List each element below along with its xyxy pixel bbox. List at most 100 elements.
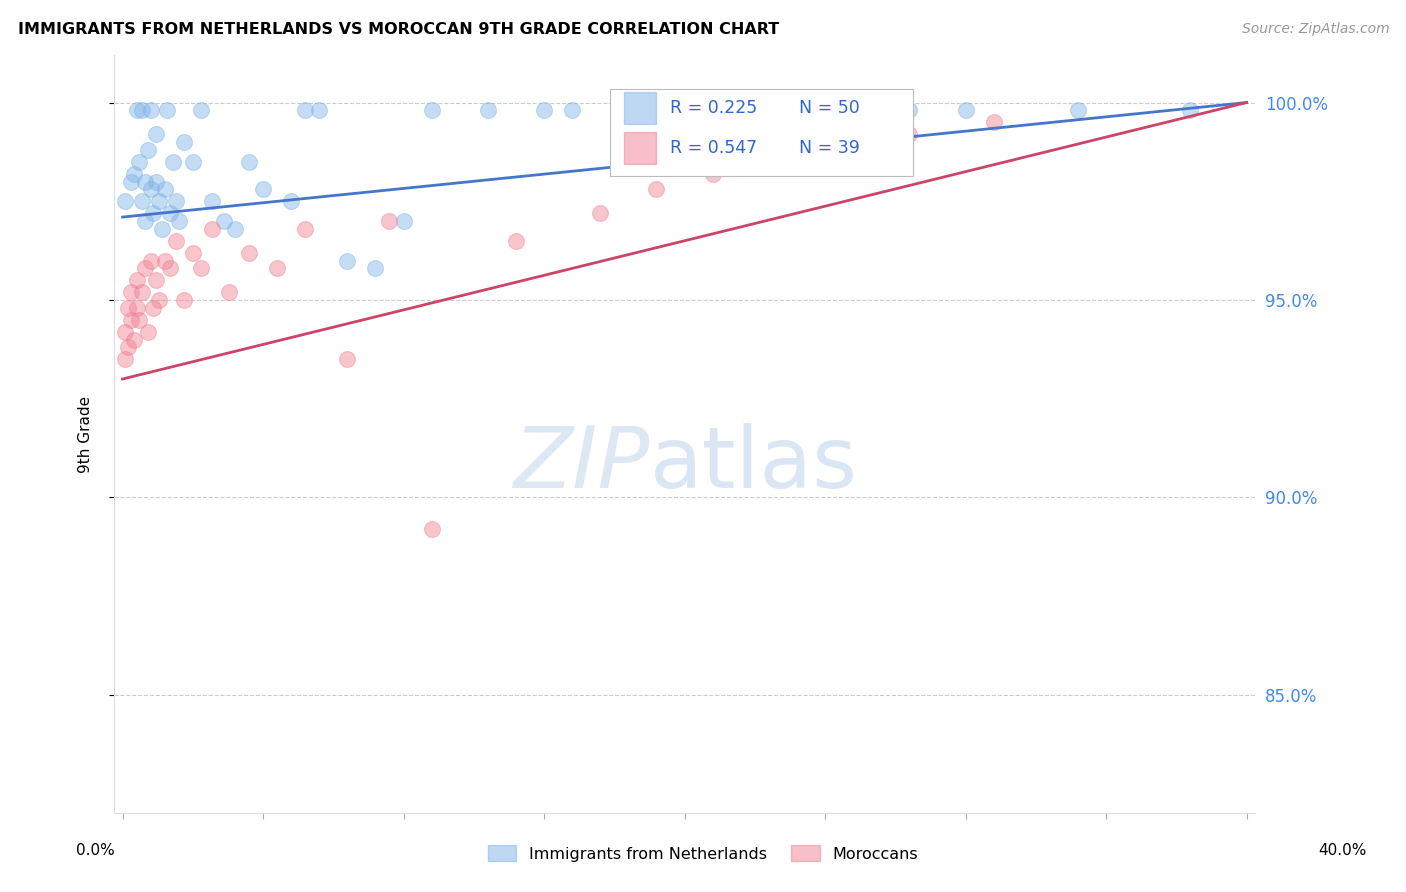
Point <box>145 127 167 141</box>
Text: N = 39: N = 39 <box>799 139 859 157</box>
Point <box>1067 103 1090 118</box>
Point <box>139 103 162 118</box>
Text: N = 50: N = 50 <box>799 99 859 117</box>
Point <box>117 301 139 315</box>
Point <box>114 325 136 339</box>
Point <box>136 143 159 157</box>
Point <box>266 261 288 276</box>
Point <box>125 273 148 287</box>
Point <box>120 312 142 326</box>
Point <box>673 103 696 118</box>
Point <box>120 285 142 299</box>
Text: IMMIGRANTS FROM NETHERLANDS VS MOROCCAN 9TH GRADE CORRELATION CHART: IMMIGRANTS FROM NETHERLANDS VS MOROCCAN … <box>18 22 779 37</box>
Point <box>122 333 145 347</box>
Bar <box>624 92 657 124</box>
Point <box>125 103 148 118</box>
Point <box>181 245 204 260</box>
Point <box>702 167 724 181</box>
Point <box>131 285 153 299</box>
Point <box>148 194 170 209</box>
Text: R = 0.547: R = 0.547 <box>669 139 756 157</box>
Point <box>190 103 212 118</box>
Point <box>730 103 752 118</box>
Text: atlas: atlas <box>651 423 858 506</box>
Point <box>136 325 159 339</box>
Point <box>153 253 176 268</box>
Point <box>159 261 181 276</box>
Point <box>477 103 499 118</box>
Point <box>336 352 359 367</box>
Point <box>280 194 302 209</box>
Point <box>294 103 316 118</box>
Point <box>212 214 235 228</box>
Point <box>142 301 165 315</box>
Point <box>173 135 195 149</box>
Point <box>114 352 136 367</box>
Legend: Immigrants from Netherlands, Moroccans: Immigrants from Netherlands, Moroccans <box>481 838 925 868</box>
Point <box>308 103 330 118</box>
Point <box>364 261 387 276</box>
Point <box>294 222 316 236</box>
Point <box>533 103 555 118</box>
Point <box>162 154 184 169</box>
Point <box>392 214 415 228</box>
Point <box>336 253 359 268</box>
Point <box>378 214 401 228</box>
Point <box>218 285 240 299</box>
Point <box>786 103 808 118</box>
Point <box>139 253 162 268</box>
Point <box>122 167 145 181</box>
Text: 0.0%: 0.0% <box>76 843 115 857</box>
Point <box>114 194 136 209</box>
Point <box>898 103 921 118</box>
Point <box>224 222 246 236</box>
Point <box>420 103 443 118</box>
Point <box>842 135 865 149</box>
Point <box>252 182 274 196</box>
Point <box>190 261 212 276</box>
Point <box>167 214 190 228</box>
Point <box>173 293 195 307</box>
Point <box>165 234 187 248</box>
Point <box>139 182 162 196</box>
Y-axis label: 9th Grade: 9th Grade <box>79 396 93 473</box>
Point <box>955 103 977 118</box>
Point <box>150 222 173 236</box>
Point <box>134 261 156 276</box>
Point <box>238 245 260 260</box>
Point <box>134 175 156 189</box>
Point <box>201 194 224 209</box>
Point <box>201 222 224 236</box>
Text: ZIP: ZIP <box>515 423 651 506</box>
Bar <box>624 133 657 164</box>
FancyBboxPatch shape <box>610 89 912 177</box>
Text: Source: ZipAtlas.com: Source: ZipAtlas.com <box>1241 22 1389 37</box>
Point <box>983 115 1005 129</box>
Point <box>120 175 142 189</box>
Point <box>645 182 668 196</box>
Point <box>1180 103 1202 118</box>
Point <box>134 214 156 228</box>
Point <box>561 103 583 118</box>
Point <box>128 154 150 169</box>
Point <box>238 154 260 169</box>
Point <box>165 194 187 209</box>
Point <box>153 182 176 196</box>
Point <box>125 301 148 315</box>
Point <box>181 154 204 169</box>
Point <box>159 206 181 220</box>
Point <box>505 234 527 248</box>
Point <box>589 206 612 220</box>
Point <box>898 127 921 141</box>
Text: R = 0.225: R = 0.225 <box>669 99 756 117</box>
Point <box>842 103 865 118</box>
Point <box>131 194 153 209</box>
Point <box>420 522 443 536</box>
Point <box>786 143 808 157</box>
Point <box>617 103 640 118</box>
Text: 40.0%: 40.0% <box>1319 843 1367 857</box>
Point <box>117 340 139 354</box>
Point <box>142 206 165 220</box>
Point <box>145 273 167 287</box>
Point <box>145 175 167 189</box>
